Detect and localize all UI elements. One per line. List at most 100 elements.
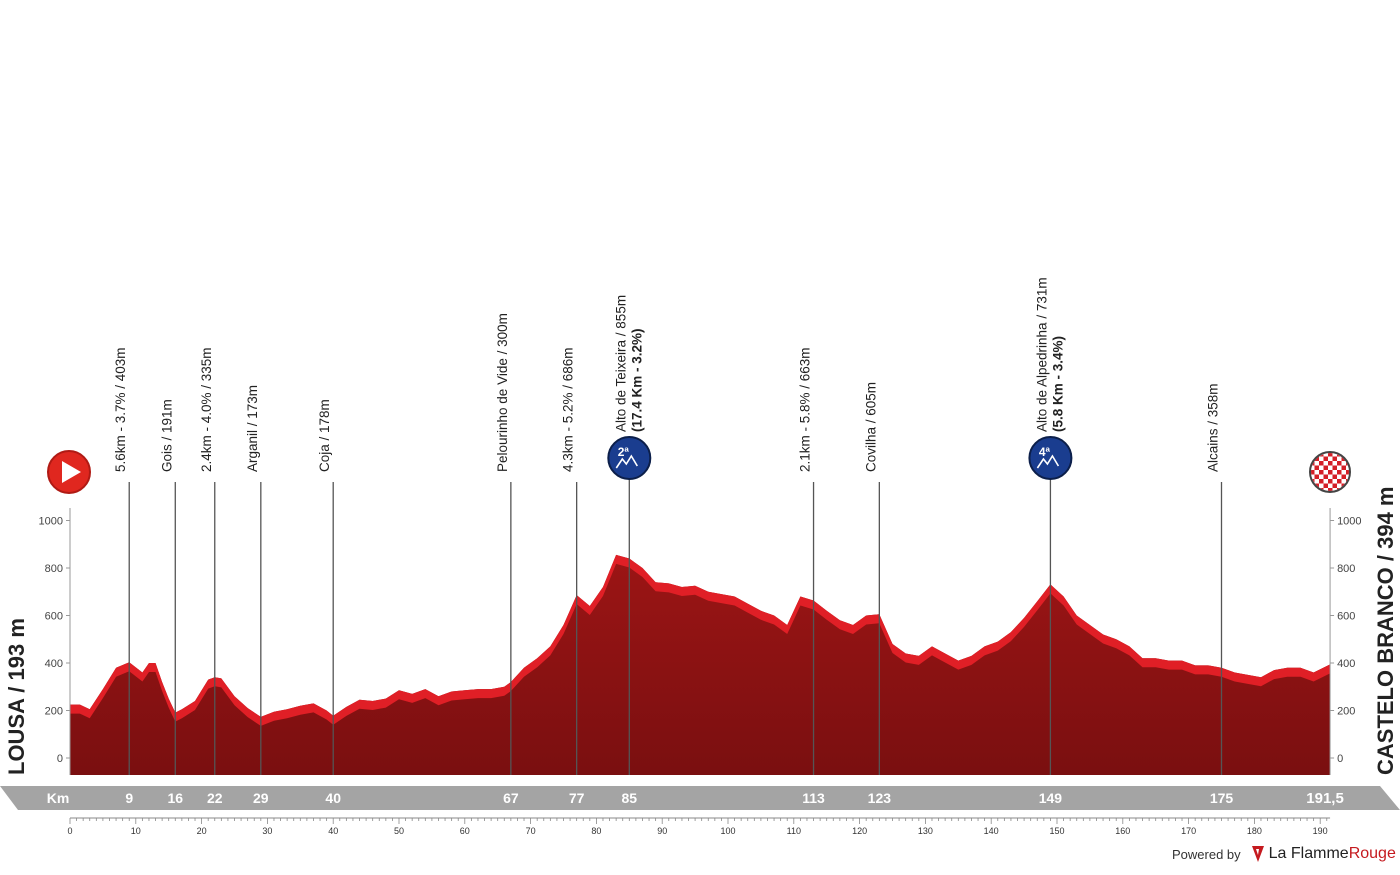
waypoint-km-label: 16	[167, 790, 183, 806]
checker-square	[1314, 474, 1319, 479]
waypoint-km-label: 85	[622, 790, 638, 806]
checker-square	[1323, 465, 1328, 470]
waypoint-label: Pelourinho de Vide / 300m	[495, 313, 510, 472]
checker-square	[1341, 470, 1346, 475]
play-icon	[62, 461, 81, 483]
total-distance-label: 191,5	[1306, 790, 1344, 807]
checker-square	[1341, 479, 1346, 484]
checker-square	[1328, 465, 1333, 470]
y-tick-label-left: 600	[45, 611, 63, 623]
checker-square	[1311, 453, 1315, 457]
x-tick-label: 0	[67, 826, 72, 836]
x-tick-label: 100	[720, 826, 735, 836]
waypoint-km-label: 9	[125, 790, 133, 806]
checker-square	[1328, 474, 1333, 479]
y-tick-label-left: 0	[57, 753, 63, 765]
checker-square	[1323, 483, 1328, 488]
waypoint-label: 2.4km - 4.0% / 335m	[199, 347, 214, 472]
checker-square	[1323, 453, 1328, 457]
waypoint-km-label: 67	[503, 790, 519, 806]
x-tick-label: 190	[1313, 826, 1328, 836]
checker-square	[1328, 461, 1333, 466]
climb-category-label: 4ª	[1039, 445, 1051, 459]
checker-square	[1328, 470, 1333, 475]
checker-square	[1346, 474, 1349, 479]
checker-square	[1337, 483, 1342, 488]
checker-square	[1332, 453, 1337, 457]
checker-square	[1311, 474, 1315, 479]
checker-square	[1332, 488, 1337, 491]
checker-square	[1319, 461, 1324, 466]
waypoint-label: Covilha / 605m	[863, 382, 878, 472]
checker-square	[1314, 465, 1319, 470]
waypoint-label: Alto de Alpedrinha / 731m	[1034, 277, 1049, 432]
checkered-flag-icon	[1311, 453, 1349, 491]
x-tick-label: 30	[262, 826, 272, 836]
waypoint-label: Gois / 191m	[159, 399, 174, 472]
waypoint-km-label: 29	[253, 790, 269, 806]
y-tick-label-left: 400	[45, 658, 63, 670]
y-tick-label-right: 1000	[1337, 516, 1361, 528]
checker-square	[1319, 456, 1324, 461]
checker-square	[1323, 479, 1328, 484]
checker-square	[1314, 461, 1319, 466]
km-band	[0, 786, 1400, 810]
brand-name: La FlammeRouge	[1269, 845, 1396, 863]
checker-square	[1311, 470, 1315, 475]
x-tick-label: 110	[787, 826, 801, 836]
waypoint-km-label: 77	[569, 790, 585, 806]
waypoint-km-label: 113	[802, 790, 825, 806]
waypoint-km-label: 149	[1039, 790, 1063, 806]
checker-square	[1337, 479, 1342, 484]
start-label: LOUSA / 193 m	[4, 618, 29, 775]
x-tick-label: 160	[1115, 826, 1130, 836]
checker-square	[1319, 479, 1324, 484]
waypoint-note: (17.4 Km - 3.2%)	[629, 328, 644, 432]
checker-square	[1323, 461, 1328, 466]
x-tick-label: 20	[197, 826, 207, 836]
checker-square	[1319, 465, 1324, 470]
checker-square	[1314, 456, 1319, 461]
finish-badge	[1309, 451, 1351, 493]
waypoint-km-label: 22	[207, 790, 223, 806]
waypoint-label: 5.6km - 3.7% / 403m	[113, 347, 128, 472]
mountain-icon	[615, 454, 638, 469]
checker-square	[1337, 474, 1342, 479]
powered-by-text: Powered by	[1172, 846, 1241, 862]
km-band-label: Km	[47, 790, 70, 806]
checker-square	[1341, 461, 1346, 466]
x-tick-label: 180	[1247, 826, 1262, 836]
waypoint-label: Coja / 178m	[317, 399, 332, 472]
checker-square	[1314, 470, 1319, 475]
checker-square	[1337, 461, 1342, 466]
checker-square	[1311, 465, 1315, 470]
checker-square	[1346, 465, 1349, 470]
checker-square	[1332, 470, 1337, 475]
x-tick-label: 10	[131, 826, 141, 836]
y-tick-label-right: 600	[1337, 611, 1355, 623]
x-tick-label: 150	[1049, 826, 1064, 836]
checker-square	[1323, 470, 1328, 475]
checker-square	[1319, 474, 1324, 479]
climb-category-label: 2ª	[618, 445, 630, 459]
brand-accent: Rouge	[1348, 845, 1396, 862]
checker-square	[1319, 483, 1324, 488]
checker-square	[1341, 474, 1346, 479]
y-tick-label-left: 200	[45, 706, 63, 718]
brand-plain: La Flamme	[1268, 845, 1349, 862]
checker-square	[1332, 479, 1337, 484]
checker-square	[1323, 488, 1328, 491]
x-tick-label: 130	[918, 826, 933, 836]
checker-square	[1323, 474, 1328, 479]
profile-ridge	[70, 554, 1331, 726]
x-tick-label: 120	[852, 826, 867, 836]
x-tick-label: 170	[1181, 826, 1196, 836]
checker-square	[1332, 465, 1337, 470]
checker-square	[1328, 456, 1333, 461]
x-tick-label: 90	[657, 826, 667, 836]
checker-square	[1332, 474, 1337, 479]
x-tick-label: 60	[460, 826, 470, 836]
checker-square	[1328, 479, 1333, 484]
finish-label: CASTELO BRANCO / 394 m	[1373, 486, 1398, 776]
